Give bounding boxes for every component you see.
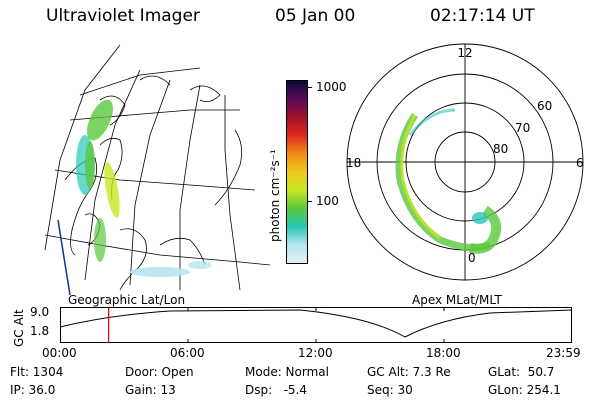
altitude-ylabel: GC Alt — [12, 309, 26, 347]
sequence-value: Seq: 30 — [367, 383, 413, 397]
altitude-xtick-0600: 06:00 — [170, 346, 205, 360]
altitude-ytick-1-8: 1.8 — [30, 324, 50, 338]
geographic-map — [44, 44, 270, 295]
colorbar-unit-label: photon cm⁻²s⁻¹ — [268, 149, 282, 242]
apex-polar-plot: 12 18 6 0 60 70 80 — [346, 43, 584, 281]
altitude-xtick-1800: 18:00 — [426, 346, 461, 360]
colorbar-tick-1000 — [307, 87, 312, 88]
apex-caption: Apex MLat/MLT — [412, 293, 502, 307]
gc-altitude-value: GC Alt: 7.3 Re — [367, 365, 451, 379]
flight-number: Flt: 1304 — [10, 365, 64, 379]
mlt-label-18: 18 — [346, 156, 361, 170]
altitude-ytick-9: 9.0 — [30, 305, 50, 319]
altitude-xtick-0000: 00:00 — [42, 346, 77, 360]
colorbar-tick-label-100: 100 — [316, 194, 339, 208]
mode-value: Mode: Normal — [245, 365, 329, 379]
altitude-xtick-2359: 23:59 — [546, 346, 581, 360]
time-label: 02:17:14 UT — [430, 6, 535, 26]
geographic-latitude: GLat: 50.7 — [488, 365, 555, 379]
colorbar-tick-label-1000: 1000 — [316, 80, 347, 94]
instrument-title: Ultraviolet Imager — [46, 6, 200, 26]
mlat-label-60: 60 — [537, 99, 552, 113]
dsp-value: Dsp: -5.4 — [245, 383, 308, 397]
gain-value: Gain: 13 — [125, 383, 176, 397]
mlt-label-0: 0 — [468, 251, 476, 265]
geo-caption: Geographic Lat/Lon — [68, 293, 186, 307]
mlat-label-70: 70 — [515, 121, 530, 135]
colorbar — [286, 80, 308, 264]
colorbar-gradient — [287, 81, 307, 263]
geographic-longitude: GLon: 254.1 — [488, 383, 561, 397]
ip-value: IP: 36.0 — [10, 383, 56, 397]
geo-aurora-emission — [76, 99, 212, 277]
date-label: 05 Jan 00 — [275, 6, 356, 26]
mlat-label-80: 80 — [493, 142, 508, 156]
altitude-xtick-1200: 12:00 — [298, 346, 333, 360]
altitude-plot — [60, 307, 572, 343]
colorbar-tick-100 — [307, 201, 312, 202]
door-status: Door: Open — [125, 365, 194, 379]
mlt-label-6: 6 — [576, 156, 584, 170]
apex-aurora-oval — [395, 108, 502, 254]
mlt-label-12: 12 — [457, 46, 472, 60]
